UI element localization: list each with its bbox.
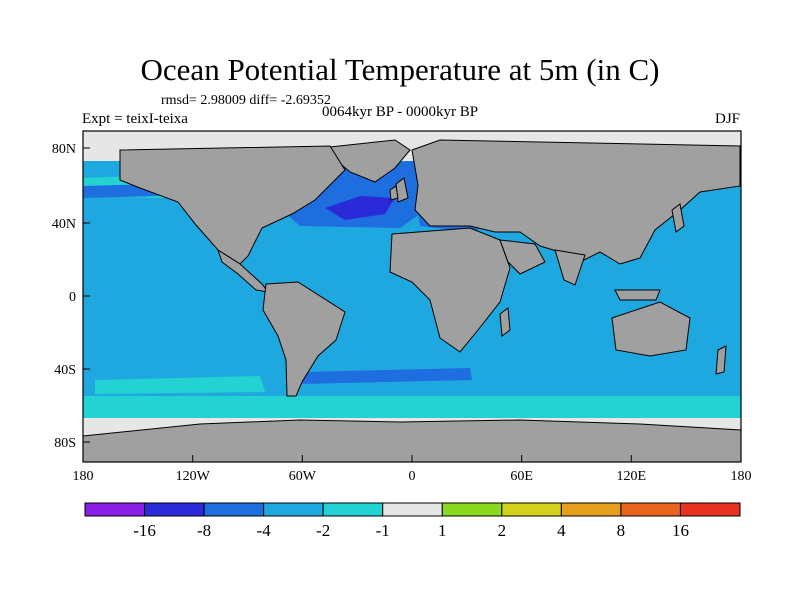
japan-land (671, 203, 685, 233)
australia-land (611, 301, 691, 357)
arabia-land (499, 239, 546, 275)
colorbar-label: -16 (133, 521, 156, 540)
map-title: Ocean Potential Temperature at 5m (in C) (140, 52, 660, 87)
colorbar-label: 8 (617, 521, 626, 540)
season-label: DJF (714, 111, 740, 127)
india-land (554, 249, 586, 286)
period-label: 0064kyr BP - 0000kyr BP (322, 104, 479, 120)
y-tick-label: 40N (52, 217, 76, 232)
y-tick-label: 80S (54, 436, 76, 451)
x-tick-label: 60E (510, 469, 533, 484)
experiment-label: Expt = teixI-teixa (82, 111, 188, 127)
x-tick-label: 0 (409, 469, 416, 484)
south-atlantic-band (300, 368, 472, 384)
colorbar-label: -4 (257, 521, 272, 540)
new-zealand-land (715, 345, 727, 375)
britain-isles-land (389, 185, 399, 201)
colorbar-swatch (322, 502, 384, 517)
colorbar-label: 1 (438, 521, 447, 540)
colorbar-label: 4 (557, 521, 566, 540)
colorbar-swatch (441, 502, 503, 517)
eurasia-land (411, 139, 741, 265)
colorbar-label: -2 (316, 521, 330, 540)
colorbar-swatch (84, 502, 146, 517)
colorbar-swatch (144, 502, 205, 517)
madagascar-land (499, 307, 511, 337)
south-pacific-band (95, 376, 265, 394)
north-atlantic-core (325, 196, 395, 220)
colorbar-label: -1 (376, 521, 390, 540)
africa-land (389, 227, 511, 353)
x-tick-label: 120E (617, 469, 647, 484)
south-america-land (262, 281, 346, 397)
colorbar-swatch (203, 502, 265, 517)
y-tick-label: 80N (52, 142, 76, 157)
indonesia-land (614, 289, 661, 301)
x-tick-label: 180 (731, 469, 752, 484)
colorbar-label: 16 (672, 521, 689, 540)
colorbar-swatch (382, 502, 443, 517)
stats-label: rmsd= 2.98009 diff= -2.69352 (161, 93, 331, 108)
colorbar-swatch (263, 502, 324, 517)
x-tick-label: 60W (289, 469, 317, 484)
colorbar-label: 2 (498, 521, 507, 540)
y-tick-label: 0 (69, 290, 76, 305)
colorbar: -16 -8 -4 -2 -1 1 2 4 8 16 (84, 502, 741, 540)
southern-ocean-band (83, 396, 741, 418)
north-america-land (119, 145, 346, 265)
x-tick-label: 120W (176, 469, 211, 484)
central-america-land (217, 248, 270, 293)
y-tick-label: 40S (54, 363, 76, 378)
x-tick-label: 180 (73, 469, 94, 484)
colorbar-swatch (501, 502, 562, 517)
colorbar-swatch (620, 502, 681, 517)
colorbar-swatch (679, 502, 741, 517)
colorbar-label: -8 (197, 521, 211, 540)
colorbar-swatch (560, 502, 622, 517)
